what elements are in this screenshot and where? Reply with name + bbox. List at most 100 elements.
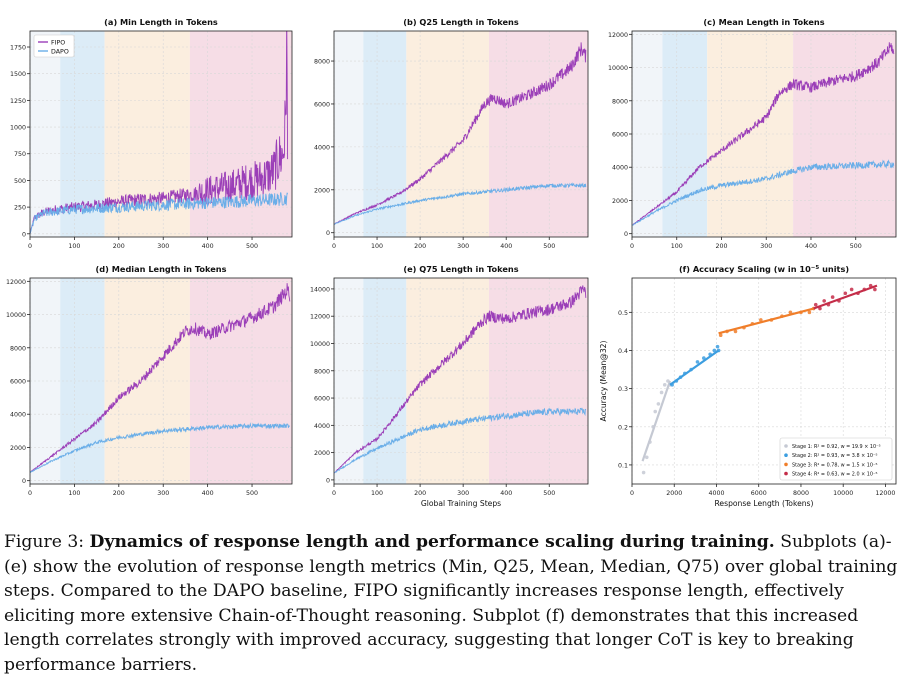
y-tick-label: 2000 — [612, 198, 628, 205]
x-tick-label: 200 — [414, 490, 426, 497]
y-tick-label: 2000 — [10, 445, 26, 452]
stage-2-point — [716, 348, 721, 353]
stage-2-point — [678, 375, 683, 379]
y-tick-label: 6000 — [314, 396, 330, 403]
stage-4-point — [837, 299, 841, 303]
y-tick-label: 8000 — [10, 345, 26, 352]
series-line-dapo — [334, 407, 587, 474]
stage-4-point — [868, 283, 873, 288]
stage-3-point — [733, 329, 738, 334]
subplot-f: 0.1 0.2 0.3 0.4 0.5 0 2000 4000 6000 8000 10000 120… — [599, 264, 897, 508]
stage-1-point — [651, 424, 655, 429]
series-line-fipo — [632, 42, 895, 226]
y-tick-label: 12000 — [310, 314, 330, 321]
stage-3-point — [759, 318, 763, 322]
y-tick-label: 0 — [624, 231, 628, 238]
x-tick-label: 0 — [630, 243, 634, 250]
y-tick-label: 0.1 — [618, 462, 628, 469]
stage-1-point — [641, 470, 646, 475]
x-tick-label: 400 — [202, 490, 214, 497]
y-tick-label: 1750 — [10, 45, 26, 52]
plot-frame — [29, 30, 293, 238]
x-tick-label: 0 — [28, 243, 32, 250]
x-tick-label: 0 — [332, 490, 336, 497]
y-tick-label: 12000 — [608, 32, 628, 39]
subplot-title: (c) Mean Length in Tokens — [703, 17, 824, 27]
y-tick-label: 0 — [326, 477, 330, 484]
subplot-title: (a) Min Length in Tokens — [104, 17, 218, 27]
legend-label-stage-3: Stage 3: R² = 0.78, w = 1.5 × 10⁻⁵ — [792, 462, 878, 468]
x-tick-label: 8000 — [793, 490, 809, 497]
y-tick-label: 14000 — [310, 286, 330, 293]
y-axis-label: Accuracy (Mean@32) — [599, 340, 608, 421]
x-tick-label: 400 — [805, 243, 817, 250]
caption-body: Subplots (a)-(e) show the evolution of r… — [4, 532, 898, 675]
x-tick-label: 300 — [157, 243, 169, 250]
legend: Stage 1: R² = 0.92, w = 19.9 × 10⁻⁵ Stage… — [779, 437, 893, 481]
x-tick-label: 6000 — [751, 490, 767, 497]
stage-4-point — [843, 291, 848, 296]
y-tick-label: 500 — [14, 178, 26, 185]
subplot-title: (f) Accuracy Scaling (w in 10−5 units) — [679, 264, 849, 274]
y-tick-label: 4000 — [314, 144, 330, 151]
stage-1-point — [644, 455, 649, 460]
x-tick-label: 200 — [113, 490, 125, 497]
x-tick-label: 200 — [715, 243, 727, 250]
stage-2-point — [695, 360, 700, 364]
y-tick-label: 6000 — [10, 379, 26, 386]
legend-label-dapo: DAPO — [51, 49, 69, 56]
x-tick-label: 500 — [246, 490, 258, 497]
legend-marker-stage-3 — [784, 462, 788, 467]
y-tick-label: 0.3 — [618, 386, 628, 393]
x-tick-label: 2000 — [666, 490, 682, 497]
subplot-title: (b) Q25 Length in Tokens — [403, 17, 519, 27]
y-tick-label: 10000 — [310, 341, 330, 348]
y-tick-label: 12000 — [6, 279, 26, 286]
stage-3-point — [780, 314, 784, 318]
series-line-fipo — [334, 42, 587, 225]
stage-2-point — [708, 352, 712, 357]
subplot-a: 0 250 500 750 1000 1250 1500 1750 0 100 200 300 400 5… — [10, 17, 293, 250]
legend-marker-stage-2 — [784, 453, 788, 458]
stage-1-point — [666, 379, 670, 383]
x-tick-label: 4000 — [708, 490, 724, 497]
x-tick-label: 400 — [500, 243, 512, 250]
stage-2-point — [674, 379, 679, 383]
stage-band-1 — [334, 278, 364, 484]
stage-2-fit-line — [669, 349, 720, 386]
stage-4-point — [849, 287, 854, 292]
stage-2-point — [702, 356, 706, 360]
legend-label-stage-2: Stage 2: R² = 0.93, w = 3.8 × 10⁻⁵ — [792, 453, 878, 459]
stage-3-point — [725, 329, 729, 334]
stage-4-point — [818, 306, 822, 311]
figure-caption: Figure 3: Dynamics of response length an… — [4, 530, 909, 678]
x-axis-label: Global Training Steps — [421, 499, 501, 508]
series-line-dapo — [334, 182, 587, 225]
subplot-c: 0 2000 4000 6000 8000 10000 12000 0 100 200 300 400… — [608, 17, 897, 250]
stage-4-point — [822, 299, 826, 303]
stage-1-fit-line — [641, 380, 672, 462]
stage-1-point — [656, 402, 661, 406]
x-tick-label: 400 — [500, 490, 512, 497]
legend: FIPO DAPO — [33, 34, 75, 58]
legend-marker-stage-1 — [784, 444, 788, 448]
y-tick-label: 2000 — [314, 450, 330, 457]
x-tick-label: 100 — [371, 243, 383, 250]
x-tick-label: 0 — [332, 243, 336, 250]
y-tick-label: 1250 — [10, 98, 26, 105]
stage-4-point — [826, 302, 831, 307]
stage-3-point — [718, 333, 723, 338]
stage-1-point — [662, 383, 667, 387]
legend-label-stage-4: Stage 4: R² = 0.63, w = 2.0 × 10⁻⁵ — [792, 472, 878, 478]
x-tick-label: 0 — [28, 490, 32, 497]
title-main: (f) Accuracy Scaling (w in 10 — [679, 264, 811, 274]
y-tick-label: 8000 — [314, 59, 330, 66]
y-tick-label: 0 — [22, 231, 26, 238]
plot-frame — [333, 30, 589, 238]
stage-band-3 — [406, 31, 489, 237]
stage-4-point — [813, 302, 818, 307]
y-tick-label: 6000 — [314, 101, 330, 108]
stage-1-point — [659, 390, 664, 395]
stage-1-point — [653, 409, 658, 414]
